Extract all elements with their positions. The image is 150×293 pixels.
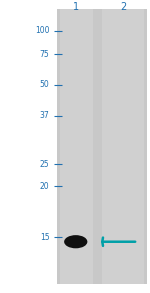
Text: 2: 2 — [120, 2, 126, 12]
Bar — [60, 9, 93, 284]
Text: 15: 15 — [40, 233, 50, 242]
Text: 37: 37 — [40, 111, 50, 120]
Text: 100: 100 — [35, 26, 50, 35]
Text: 1: 1 — [74, 2, 80, 12]
Text: 50: 50 — [40, 81, 50, 89]
Bar — [57, 9, 147, 284]
Text: 25: 25 — [40, 160, 50, 168]
Ellipse shape — [64, 235, 87, 248]
Bar — [102, 9, 144, 284]
Text: 20: 20 — [40, 182, 50, 190]
Text: 75: 75 — [40, 50, 50, 59]
